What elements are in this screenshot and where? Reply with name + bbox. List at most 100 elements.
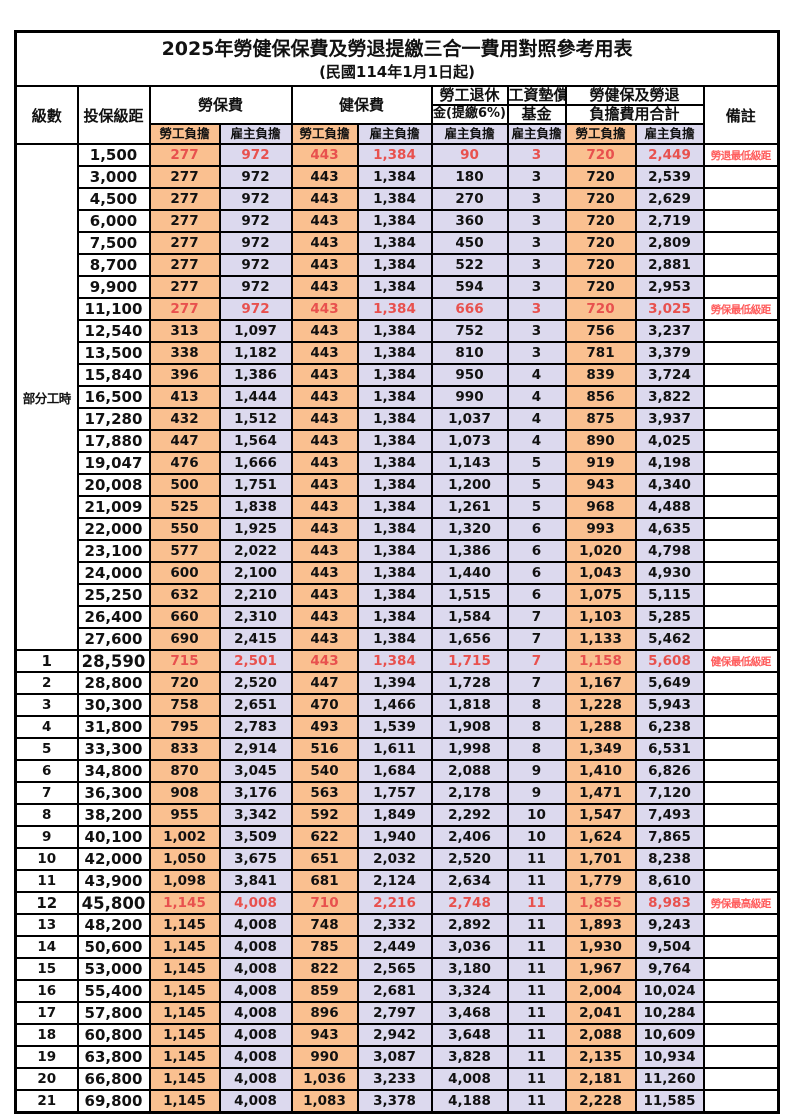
- table-row: 10 42,000 1,050 3,675 651 2,032 2,520 11 1,701 8,…: [14, 847, 780, 871]
- total-employer-cell: 2,629: [634, 187, 705, 211]
- total-employer-cell: 10,934: [634, 1045, 705, 1069]
- total-employee-cell: 1,779: [564, 869, 637, 893]
- pension-employer-cell: 270: [430, 187, 509, 211]
- labor-employee-cell: 338: [148, 341, 221, 365]
- labor-employer-cell: 1,751: [218, 473, 293, 497]
- pension-employer-cell: 950: [430, 363, 509, 387]
- labor-employee-cell: 600: [148, 561, 221, 585]
- header-group-row-2: 金(提繳6%) 基金 負擔費用合計: [16, 104, 779, 125]
- bracket-cell: 36,300: [76, 781, 151, 805]
- bracket-cell: 28,800: [76, 671, 151, 695]
- total-employer-cell: 3,937: [634, 407, 705, 431]
- remark-cell: [702, 1001, 780, 1025]
- total-employer-cell: 5,115: [634, 583, 705, 607]
- table-row: 7 36,300 908 3,176 563 1,757 2,178 9 1,471 7,120: [14, 781, 780, 805]
- labor-employee-cell: 277: [148, 231, 221, 255]
- level-cell: 1: [14, 649, 79, 673]
- labor-employer-cell: 4,008: [218, 1023, 293, 1047]
- title-cell: 2025年勞健保保費及勞退提繳三合一費用對照參考用表 (民國114年1月1日起): [14, 30, 780, 87]
- health-employee-cell: 443: [290, 187, 359, 211]
- labor-employee-cell: 277: [148, 187, 221, 211]
- fee-table-sheet: 2025年勞健保保費及勞退提繳三合一費用對照參考用表 (民國114年1月1日起)…: [14, 30, 781, 1114]
- pension-employer-cell: 3,468: [430, 1001, 509, 1025]
- remark-cell: [702, 473, 780, 497]
- wage-fund-employer-cell: 8: [506, 693, 567, 717]
- health-employer-cell: 1,384: [356, 561, 433, 585]
- remark-cell: 勞保最高級距: [702, 891, 780, 915]
- bracket-cell: 6,000: [76, 209, 151, 233]
- labor-employee-cell: 500: [148, 473, 221, 497]
- health-employee-cell: 651: [290, 847, 359, 871]
- labor-employee-cell: 1,145: [148, 913, 221, 937]
- bracket-cell: 21,009: [76, 495, 151, 519]
- health-employer-cell: 1,384: [356, 363, 433, 387]
- health-employer-cell: 1,940: [356, 825, 433, 849]
- bracket-cell: 34,800: [76, 759, 151, 783]
- wage-fund-employer-cell: 11: [506, 957, 567, 981]
- total-employer-cell: 2,809: [634, 231, 705, 255]
- health-employee-cell: 990: [290, 1045, 359, 1069]
- table-row: 18 60,800 1,145 4,008 943 2,942 3,648 11 2,088 10…: [14, 1023, 780, 1047]
- total-employer-cell: 6,238: [634, 715, 705, 739]
- labor-employer-cell: 2,022: [218, 539, 293, 563]
- health-employer-cell: 1,384: [356, 143, 433, 167]
- remark-cell: [702, 605, 780, 629]
- pension-employer-cell: 360: [430, 209, 509, 233]
- subheader-health-employee: 勞工負擔: [290, 123, 359, 145]
- wage-fund-employer-cell: 11: [506, 1045, 567, 1069]
- total-employer-cell: 3,025: [634, 297, 705, 321]
- level-cell: 15: [14, 957, 79, 981]
- health-employee-cell: 443: [290, 407, 359, 431]
- labor-employer-cell: 1,925: [218, 517, 293, 541]
- health-employee-cell: 443: [290, 363, 359, 387]
- bracket-cell: 57,800: [76, 1001, 151, 1025]
- remark-cell: [702, 231, 780, 255]
- total-employee-cell: 1,158: [564, 649, 637, 673]
- pension-employer-cell: 1,998: [430, 737, 509, 761]
- header-pension-line1: 勞工退休: [430, 85, 509, 106]
- bracket-cell: 55,400: [76, 979, 151, 1003]
- wage-fund-employer-cell: 3: [506, 341, 567, 365]
- health-employee-cell: 748: [290, 913, 359, 937]
- wage-fund-employer-cell: 8: [506, 715, 567, 739]
- bracket-cell: 17,280: [76, 407, 151, 431]
- remark-cell: [702, 781, 780, 805]
- pension-employer-cell: 1,261: [430, 495, 509, 519]
- level-cell: 9: [14, 825, 79, 849]
- bracket-cell: 23,100: [76, 539, 151, 563]
- level-cell: 5: [14, 737, 79, 761]
- bracket-cell: 26,400: [76, 605, 151, 629]
- total-employee-cell: 1,167: [564, 671, 637, 695]
- labor-employer-cell: 3,675: [218, 847, 293, 871]
- labor-employee-cell: 277: [148, 275, 221, 299]
- health-employee-cell: 540: [290, 759, 359, 783]
- labor-employee-cell: 720: [148, 671, 221, 695]
- labor-employee-cell: 413: [148, 385, 221, 409]
- total-employee-cell: 890: [564, 429, 637, 453]
- fee-comparison-table: 2025年勞健保保費及勞退提繳三合一費用對照參考用表 (民國114年1月1日起)…: [14, 30, 781, 1114]
- labor-employer-cell: 1,564: [218, 429, 293, 453]
- remark-cell: [702, 385, 780, 409]
- health-employer-cell: 1,384: [356, 385, 433, 409]
- health-employer-cell: 1,384: [356, 627, 433, 651]
- wage-fund-employer-cell: 4: [506, 407, 567, 431]
- total-employer-cell: 10,609: [634, 1023, 705, 1047]
- table-row: 8 38,200 955 3,342 592 1,849 2,292 10 1,547 7,493: [14, 803, 780, 827]
- table-row: 19 63,800 1,145 4,008 990 3,087 3,828 11 2,135 10…: [14, 1045, 780, 1069]
- bracket-cell: 1,500: [76, 143, 151, 167]
- total-employee-cell: 875: [564, 407, 637, 431]
- bracket-cell: 13,500: [76, 341, 151, 365]
- total-employer-cell: 4,635: [634, 517, 705, 541]
- labor-employer-cell: 3,045: [218, 759, 293, 783]
- labor-employer-cell: 2,100: [218, 561, 293, 585]
- labor-employer-cell: 1,444: [218, 385, 293, 409]
- labor-employer-cell: 2,501: [218, 649, 293, 673]
- level-cell: 3: [14, 693, 79, 717]
- total-employer-cell: 2,953: [634, 275, 705, 299]
- health-employer-cell: 1,384: [356, 187, 433, 211]
- wage-fund-employer-cell: 11: [506, 1089, 567, 1114]
- wage-fund-employer-cell: 6: [506, 539, 567, 563]
- total-employer-cell: 4,340: [634, 473, 705, 497]
- labor-employer-cell: 1,182: [218, 341, 293, 365]
- labor-employee-cell: 1,002: [148, 825, 221, 849]
